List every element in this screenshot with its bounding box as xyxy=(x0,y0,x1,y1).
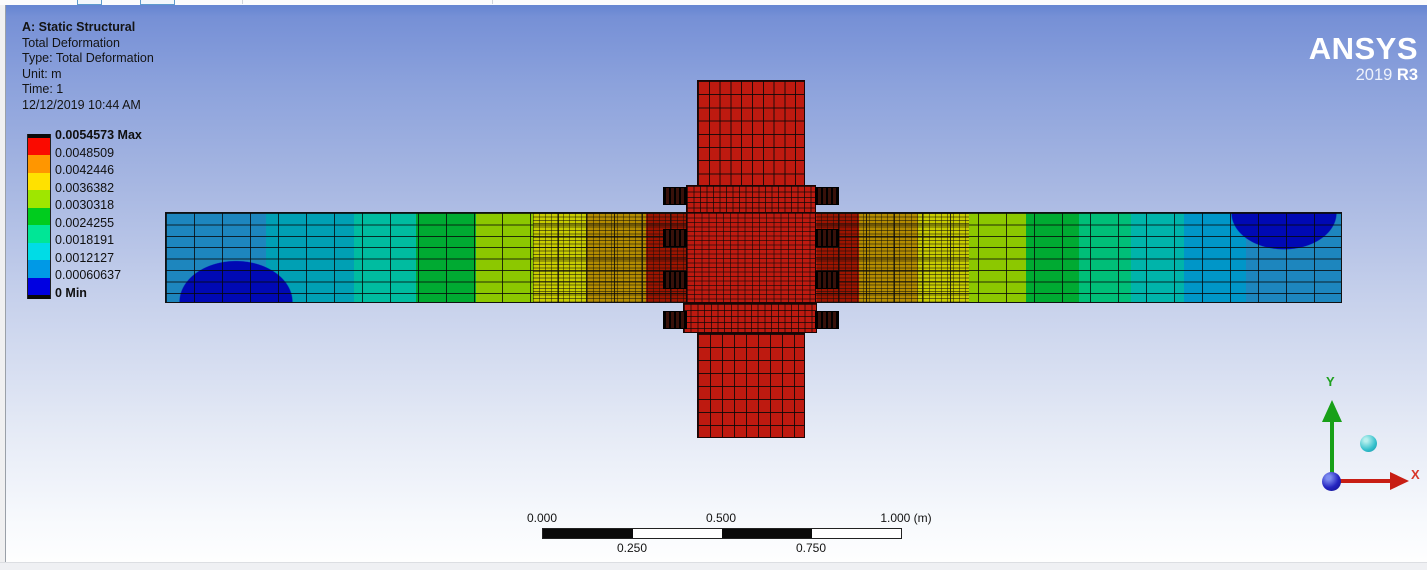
triad-x-label[interactable]: X xyxy=(1411,467,1420,482)
result-type: Type: Total Deformation xyxy=(22,51,154,65)
result-name: Total Deformation xyxy=(22,35,120,50)
legend-value-max: 0.0054573 Max xyxy=(55,128,142,142)
scale-label-0-25: 0.250 xyxy=(616,541,648,555)
left-panel-edge xyxy=(0,5,6,562)
end-plate-bottom[interactable] xyxy=(683,303,817,333)
legend-value-min: 0 Min xyxy=(55,286,87,300)
triad-y-label[interactable]: Y xyxy=(1326,374,1335,389)
legend-value: 0.0018191 xyxy=(55,233,115,247)
legend-value: 0.0042446 xyxy=(55,163,115,177)
result-info-block: A: Static Structural Total Deformation T… xyxy=(22,20,154,113)
bolt-left-2 xyxy=(663,229,687,247)
bolt-right-2 xyxy=(815,229,839,247)
ansys-logo-year: 2019 xyxy=(1355,66,1393,84)
result-unit: Unit: m xyxy=(22,66,62,81)
scale-segment xyxy=(543,529,633,538)
end-plate-top[interactable] xyxy=(686,185,816,213)
z-axis-sphere-icon[interactable] xyxy=(1360,435,1377,452)
column-web-mesh[interactable] xyxy=(686,212,816,303)
legend-band xyxy=(28,207,50,226)
status-bar-edge xyxy=(0,562,1427,570)
legend-band xyxy=(28,155,50,173)
toolbar-fragment-button[interactable] xyxy=(140,0,175,5)
y-axis-line xyxy=(1330,419,1334,483)
legend-value: 0.0024255 xyxy=(55,216,115,230)
ansys-logo-version: 2019 R3 xyxy=(1309,67,1418,84)
column-bottom-mesh[interactable] xyxy=(697,333,805,438)
scale-label-1-0: 1.000 (m) xyxy=(880,511,932,525)
legend-band xyxy=(28,242,50,261)
x-axis-line xyxy=(1336,479,1392,483)
legend-value: 0.0036382 xyxy=(55,181,115,195)
ansys-logo-name: ANSYS xyxy=(1308,31,1418,66)
legend-band xyxy=(28,260,50,278)
legend-band xyxy=(28,138,50,156)
legend-max-cap xyxy=(28,134,50,138)
y-axis-arrow-icon[interactable] xyxy=(1322,400,1342,422)
graphics-viewport[interactable]: A: Static Structural Total Deformation T… xyxy=(5,5,1427,562)
bolt-left-4 xyxy=(663,311,687,329)
scale-label-0-75: 0.750 xyxy=(795,541,827,555)
result-time: Time: 1 xyxy=(22,82,64,96)
scale-segment xyxy=(722,529,812,538)
legend-band xyxy=(28,172,50,191)
analysis-title: A: Static Structural xyxy=(22,20,136,34)
column-top-mesh[interactable] xyxy=(697,80,805,186)
legend-band xyxy=(28,190,50,208)
toolbar-separator xyxy=(492,0,493,4)
bolt-left-1 xyxy=(663,187,687,205)
legend-band xyxy=(28,225,50,243)
toolbar-fragment-button[interactable] xyxy=(77,0,102,5)
bolt-right-1 xyxy=(815,187,839,205)
bolt-left-3 xyxy=(663,271,687,289)
scale-label-0-5: 0.500 xyxy=(705,511,737,525)
result-timestamp: 12/12/2019 10:44 AM xyxy=(22,97,141,112)
ansys-logo: ANSYS 2019 R3 xyxy=(1309,33,1418,84)
ansys-logo-release: R3 xyxy=(1396,66,1418,84)
contour-legend-bar xyxy=(27,134,51,299)
legend-value: 0.00060637 xyxy=(55,268,122,282)
scale-segment xyxy=(811,529,901,538)
legend-min-cap xyxy=(28,294,50,299)
legend-value: 0.0030318 xyxy=(55,198,115,212)
scale-ruler xyxy=(542,528,902,539)
bolt-right-3 xyxy=(815,271,839,289)
scale-segment xyxy=(632,529,722,538)
scale-label-0: 0.000 xyxy=(526,511,558,525)
toolbar-separator xyxy=(242,0,243,4)
legend-band xyxy=(28,277,50,295)
triad-origin-sphere-icon[interactable] xyxy=(1322,472,1341,491)
legend-value: 0.0012127 xyxy=(55,251,115,265)
legend-value: 0.0048509 xyxy=(55,146,115,160)
bolt-right-4 xyxy=(815,311,839,329)
x-axis-arrow-icon[interactable] xyxy=(1390,472,1409,490)
